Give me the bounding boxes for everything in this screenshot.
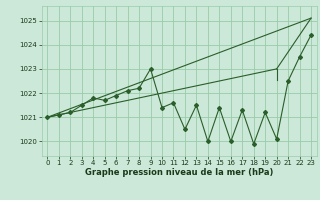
X-axis label: Graphe pression niveau de la mer (hPa): Graphe pression niveau de la mer (hPa) xyxy=(85,168,273,177)
